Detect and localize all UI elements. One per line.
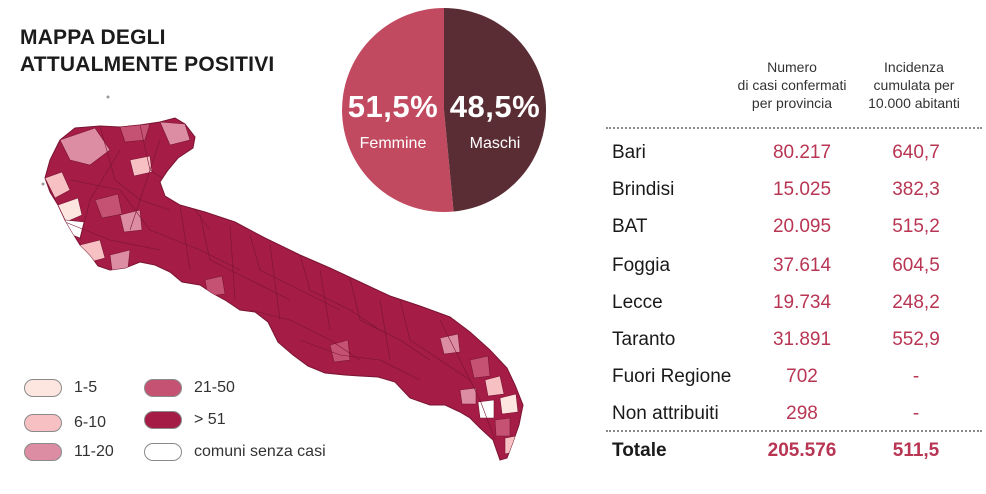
table-row-fuori-regione: Fuori Regione 702 - [612, 366, 982, 403]
header-line: 10.000 abitanti [868, 95, 960, 111]
pie-slice-male [444, 7, 547, 212]
table-row-bari: Bari 80.217 640,7 [612, 142, 982, 179]
header-line: Incidenza [884, 59, 944, 75]
cases-value: 298 [786, 403, 818, 424]
total-cases-value: 205.576 [767, 440, 837, 461]
title-line-1: MAPPA DEGLI [20, 26, 166, 49]
gender-pie: 51,5% Femmine 48,5% Maschi [341, 7, 547, 213]
incidence-value: 248,2 [892, 292, 940, 313]
incidence-value: 552,9 [892, 329, 940, 350]
province-name: Foggia [612, 255, 671, 276]
legend-swatch [24, 379, 62, 397]
legend-label: 21-50 [194, 379, 235, 396]
table-row-taranto: Taranto 31.891 552,9 [612, 329, 982, 366]
table-row-brindisi: Brindisi 15.025 382,3 [612, 179, 982, 216]
cases-value: 31.891 [772, 329, 832, 350]
cases-column-header: Numero di casi confermati per provincia [722, 58, 862, 112]
header-line: per provincia [751, 95, 833, 111]
legend-swatch [144, 411, 182, 429]
male-percentage: 48,5% [449, 89, 541, 124]
table-top-divider [606, 127, 982, 129]
pie-slice-female [342, 8, 454, 212]
cases-value: 37.614 [772, 255, 832, 276]
incidence-value: - [912, 403, 920, 424]
legend-item-over-51: > 51 [144, 411, 226, 429]
legend-label: > 51 [194, 411, 226, 428]
legend-item-1-5: 1-5 [24, 379, 97, 397]
legend-swatch [24, 443, 62, 461]
incidence-value: - [912, 366, 920, 387]
gender-pie-svg [342, 7, 547, 212]
legend-label: 6-10 [74, 414, 107, 431]
province-name: BAT [612, 216, 648, 237]
table-row-non-attribuiti: Non attribuiti 298 - [612, 403, 982, 440]
table-row-total: Totale 205.576 511,5 [612, 440, 982, 477]
table-row-lecce: Lecce 19.734 248,2 [612, 292, 982, 329]
incidence-value: 640,7 [892, 142, 940, 163]
female-percentage: 51,5% [347, 89, 439, 124]
cases-value: 19.734 [772, 292, 832, 313]
table-row-bat: BAT 20.095 515,2 [612, 216, 982, 253]
legend-label: comuni senza casi [194, 443, 326, 460]
map-legend: 1-5 6-10 11-20 21-50 > 51 comuni senza c… [24, 376, 354, 486]
title-line-2: ATTUALMENTE POSITIVI [20, 53, 275, 76]
province-name: Brindisi [612, 179, 675, 200]
cases-value: 80.217 [772, 142, 832, 163]
legend-label: 1-5 [74, 379, 98, 396]
male-label-group: 48,5% Maschi [447, 89, 543, 153]
header-line: cumulata per [873, 77, 955, 93]
header-line: Numero [767, 59, 817, 75]
incidence-value: 515,2 [892, 216, 940, 237]
province-name: Non attribuiti [612, 403, 719, 424]
legend-item-11-20: 11-20 [24, 443, 114, 461]
cases-value: 20.095 [772, 216, 832, 237]
incidence-value: 382,3 [892, 179, 940, 200]
header-line: di casi confermati [737, 77, 847, 93]
total-incidence-value: 511,5 [892, 440, 940, 461]
province-name: Bari [612, 142, 646, 163]
province-name: Lecce [612, 292, 663, 313]
legend-swatch [144, 379, 182, 397]
table-bottom-divider [606, 430, 982, 432]
legend-item-6-10: 6-10 [24, 414, 106, 432]
legend-swatch [144, 443, 182, 461]
legend-item-no-cases: comuni senza casi [144, 443, 326, 461]
province-name: Taranto [612, 329, 676, 350]
legend-item-21-50: 21-50 [144, 379, 235, 397]
legend-swatch [24, 414, 62, 432]
total-label: Totale [612, 440, 667, 461]
page-title: MAPPA DEGLI ATTUALMENTE POSITIVI [20, 24, 274, 78]
cases-value: 702 [786, 366, 818, 387]
incidence-column-header: Incidenza cumulata per 10.000 abitanti [852, 58, 976, 112]
female-label: Femmine [359, 135, 427, 152]
province-name: Fuori Regione [612, 366, 732, 387]
table-row-foggia: Foggia 37.614 604,5 [612, 255, 982, 292]
cases-value: 15.025 [772, 179, 832, 200]
female-label-group: 51,5% Femmine [345, 89, 441, 153]
incidence-value: 604,5 [892, 255, 940, 276]
male-label: Maschi [469, 135, 521, 152]
legend-label: 11-20 [74, 443, 114, 460]
